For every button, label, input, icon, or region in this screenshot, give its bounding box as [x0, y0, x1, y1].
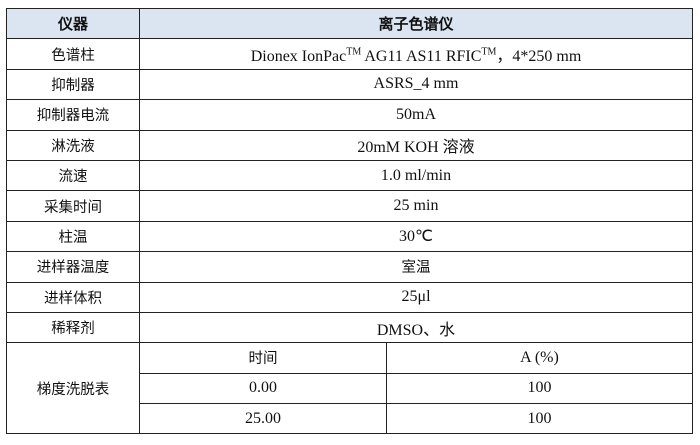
row-label: 抑制器电流 [6, 99, 140, 131]
table-row: 进样体积 25μl [6, 281, 693, 313]
table-row: 流速 1.0 ml/min [6, 159, 693, 192]
ion-chromatography-conditions-table: 仪器 离子色谱仪 色谱柱 Dionex IonPacTM AG11 AS11 R… [6, 7, 693, 435]
row-label: 流速 [6, 159, 140, 192]
gradient-row: 25.00 100 [7, 403, 693, 435]
table-row: 抑制器 ASRS_4 mm [6, 68, 693, 101]
gradient-time: 0.00 [139, 372, 387, 405]
row-label: 采集时间 [6, 190, 140, 222]
row-value: Dionex IonPacTM AG11 AS11 RFICTM，4*250 m… [139, 38, 693, 70]
row-label: 稀释剂 [6, 311, 140, 344]
row-value: ASRS_4 mm [139, 68, 693, 101]
row-value: 25μl [139, 281, 693, 313]
gradient-label: 梯度洗脱表 [6, 342, 140, 435]
row-value: 30℃ [139, 220, 693, 253]
gradient-header-a: A (%) [386, 342, 693, 374]
table-header-row: 仪器 离子色谱仪 [6, 7, 693, 40]
row-value: 50mA [139, 99, 693, 131]
table-row: 色谱柱 Dionex IonPacTM AG11 AS11 RFICTM，4*2… [6, 38, 693, 70]
gradient-a: 100 [386, 372, 693, 405]
row-label: 进样体积 [6, 281, 140, 313]
gradient-header-time: 时间 [139, 342, 387, 374]
row-label: 柱温 [6, 220, 140, 253]
table-row: 进样器温度 室温 [6, 251, 693, 283]
row-value: 1.0 ml/min [139, 159, 693, 192]
gradient-header-row: 梯度洗脱表 时间 A (%) [6, 342, 693, 435]
gradient-time: 25.00 [139, 403, 387, 435]
row-value: 室温 [139, 251, 693, 283]
table-row: 淋洗液 20mM KOH 溶液 [6, 129, 693, 161]
header-instrument-name: 离子色谱仪 [139, 7, 693, 40]
row-label: 淋洗液 [6, 129, 140, 161]
table-row: 抑制器电流 50mA [6, 99, 693, 131]
header-instrument: 仪器 [6, 7, 140, 40]
table-row: 柱温 30℃ [6, 220, 693, 253]
row-value: DMSO、水 [139, 311, 693, 344]
row-label: 色谱柱 [6, 38, 140, 70]
gradient-row: 0.00 100 [7, 372, 693, 405]
table-row: 稀释剂 DMSO、水 [6, 311, 693, 344]
row-label: 进样器温度 [6, 251, 140, 283]
row-value: 20mM KOH 溶液 [139, 129, 693, 161]
table-row: 采集时间 25 min [6, 190, 693, 222]
gradient-a: 100 [386, 403, 693, 435]
row-value: 25 min [139, 190, 693, 222]
row-label: 抑制器 [6, 68, 140, 101]
